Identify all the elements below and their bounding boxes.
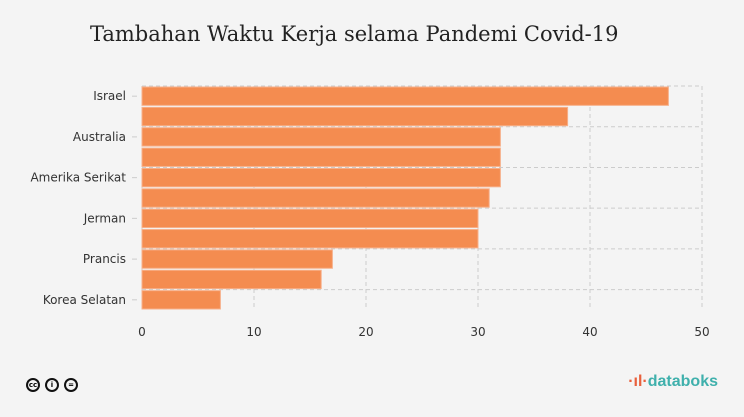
x-tick-label: 30 xyxy=(470,325,485,339)
y-tick-label: Australia xyxy=(73,130,126,144)
license-icons: cc i = xyxy=(26,378,78,392)
nd-icon: = xyxy=(64,378,78,392)
bar xyxy=(141,208,479,229)
bar xyxy=(141,229,479,249)
bar xyxy=(141,167,501,188)
bar xyxy=(141,147,501,167)
chart-title: Tambahan Waktu Kerja selama Pandemi Covi… xyxy=(90,22,619,46)
logo-text: databoks xyxy=(647,373,718,390)
x-tick-label: 10 xyxy=(246,325,261,339)
x-tick-label: 40 xyxy=(582,325,597,339)
y-tick-label: Prancis xyxy=(83,252,126,266)
x-tick-label: 0 xyxy=(138,325,146,339)
bar xyxy=(141,188,490,208)
by-icon: i xyxy=(45,378,59,392)
databoks-logo[interactable]: ·ıl·databoks xyxy=(628,373,718,391)
bar xyxy=(141,249,333,269)
bar xyxy=(141,86,669,106)
cc-icon: cc xyxy=(26,378,40,392)
y-tick-label: Jerman xyxy=(83,211,126,225)
bar xyxy=(141,269,322,290)
x-tick-label: 50 xyxy=(694,325,709,339)
y-tick-label: Israel xyxy=(93,89,126,103)
bar xyxy=(141,290,221,310)
x-tick-label: 20 xyxy=(358,325,373,339)
bar xyxy=(141,106,569,127)
y-tick-label: Amerika Serikat xyxy=(30,171,126,185)
bar xyxy=(141,127,501,147)
logo-bars-icon: ·ıl· xyxy=(628,373,648,390)
y-tick-label: Korea Selatan xyxy=(43,293,126,307)
